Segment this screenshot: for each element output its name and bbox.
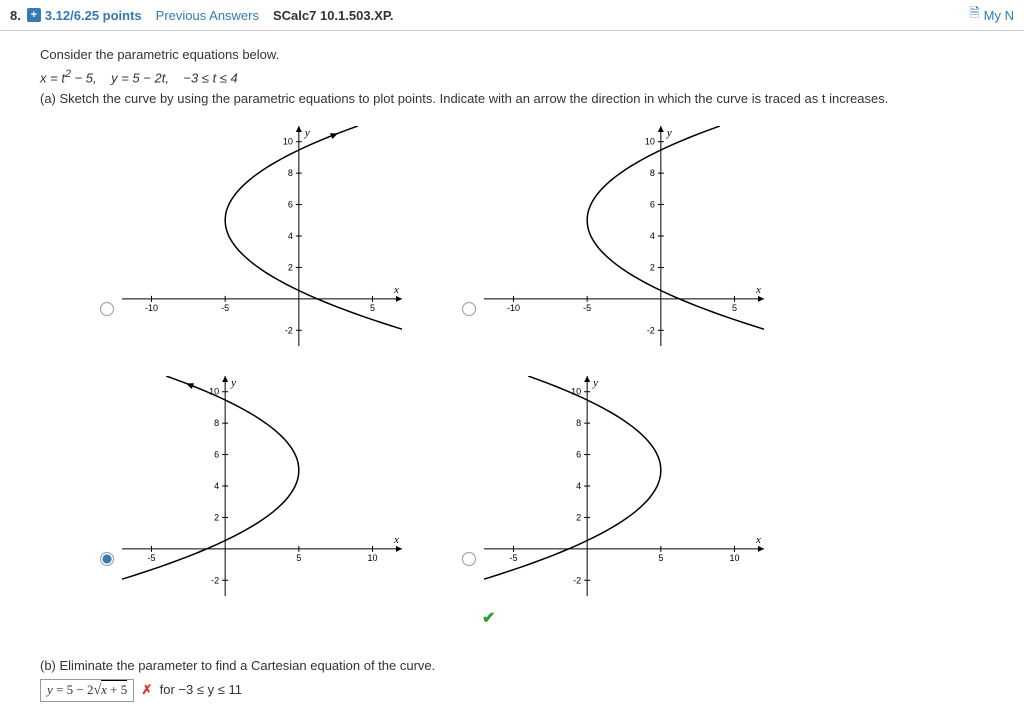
graph-option-3[interactable]: -5510-2246810xy bbox=[100, 376, 402, 628]
svg-text:-10: -10 bbox=[507, 303, 520, 313]
svg-text:2: 2 bbox=[650, 263, 655, 273]
svg-text:5: 5 bbox=[296, 553, 301, 563]
part-b-prompt: (b) Eliminate the parameter to find a Ca… bbox=[40, 658, 984, 673]
my-notes-link[interactable]: 🗎 My N bbox=[969, 4, 1014, 26]
svg-text:x: x bbox=[755, 534, 761, 546]
svg-text:5: 5 bbox=[732, 303, 737, 313]
prompt-text: Consider the parametric equations below. bbox=[40, 47, 984, 62]
svg-text:10: 10 bbox=[730, 553, 740, 563]
equation-text: x = t2 − 5, y = 5 − 2t, −3 ≤ t ≤ 4 bbox=[40, 68, 984, 85]
svg-text:-2: -2 bbox=[211, 576, 219, 586]
svg-text:-5: -5 bbox=[221, 303, 229, 313]
svg-text:6: 6 bbox=[576, 450, 581, 460]
svg-text:-2: -2 bbox=[285, 326, 293, 336]
svg-text:10: 10 bbox=[368, 553, 378, 563]
radio-button[interactable] bbox=[100, 552, 114, 566]
svg-text:8: 8 bbox=[288, 168, 293, 178]
svg-text:4: 4 bbox=[214, 481, 219, 491]
svg-text:5: 5 bbox=[370, 303, 375, 313]
question-content: Consider the parametric equations below.… bbox=[0, 31, 1024, 712]
radio-button[interactable] bbox=[462, 552, 476, 566]
svg-text:-5: -5 bbox=[583, 303, 591, 313]
svg-text:10: 10 bbox=[283, 137, 293, 147]
svg-text:2: 2 bbox=[576, 513, 581, 523]
radio-button[interactable] bbox=[462, 302, 476, 316]
points-display[interactable]: 3.12/6.25 points bbox=[45, 8, 142, 23]
plus-icon[interactable]: + bbox=[27, 8, 41, 22]
graph-option-2[interactable]: -10 -5 5 -2 2 4 6 8 10 x y bbox=[462, 126, 764, 346]
svg-text:y: y bbox=[666, 127, 672, 139]
svg-text:y: y bbox=[304, 127, 310, 139]
svg-text:-2: -2 bbox=[647, 326, 655, 336]
part-a-text: (a) Sketch the curve by using the parame… bbox=[40, 91, 984, 106]
svg-text:8: 8 bbox=[214, 418, 219, 428]
svg-text:x: x bbox=[755, 284, 761, 296]
svg-text:-5: -5 bbox=[509, 553, 517, 563]
range-text: for −3 ≤ y ≤ 11 bbox=[160, 682, 242, 697]
svg-text:-5: -5 bbox=[147, 553, 155, 563]
svg-text:-10: -10 bbox=[145, 303, 158, 313]
graph-option-1[interactable]: -10 -5 5 -2 2 4 6 8 10 x y bbox=[100, 126, 402, 346]
svg-text:8: 8 bbox=[650, 168, 655, 178]
svg-text:10: 10 bbox=[645, 137, 655, 147]
svg-text:2: 2 bbox=[214, 513, 219, 523]
graph-options: -10 -5 5 -2 2 4 6 8 10 x y -10 -5 5 -2 2 4 6 8 10 x y -5 5 10 -2 2… bbox=[40, 126, 984, 628]
answer-input[interactable]: y = 5 − 2√x + 5 bbox=[40, 679, 134, 702]
svg-text:8: 8 bbox=[576, 418, 581, 428]
part-b: (b) Eliminate the parameter to find a Ca… bbox=[40, 658, 984, 702]
radio-button[interactable] bbox=[100, 302, 114, 316]
textbook-ref: SCalc7 10.1.503.XP. bbox=[273, 8, 393, 23]
svg-text:6: 6 bbox=[214, 450, 219, 460]
previous-answers-link[interactable]: Previous Answers bbox=[156, 8, 259, 23]
question-header: 8. + 3.12/6.25 points Previous Answers S… bbox=[0, 0, 1024, 31]
question-number: 8. bbox=[10, 8, 21, 23]
graph-option-4[interactable]: -5510-2246810xy✔ bbox=[462, 376, 764, 628]
svg-text:4: 4 bbox=[576, 481, 581, 491]
notes-icon: 🗎 bbox=[969, 4, 979, 26]
svg-text:x: x bbox=[393, 534, 399, 546]
svg-text:6: 6 bbox=[288, 200, 293, 210]
svg-text:y: y bbox=[592, 377, 598, 389]
checkmark-icon: ✔ bbox=[482, 608, 495, 628]
svg-text:5: 5 bbox=[658, 553, 663, 563]
svg-text:4: 4 bbox=[650, 231, 655, 241]
x-icon: ✗ bbox=[142, 682, 153, 697]
svg-text:2: 2 bbox=[288, 263, 293, 273]
svg-text:x: x bbox=[393, 284, 399, 296]
svg-text:y: y bbox=[230, 377, 236, 389]
svg-text:-2: -2 bbox=[573, 576, 581, 586]
svg-text:6: 6 bbox=[650, 200, 655, 210]
svg-text:4: 4 bbox=[288, 231, 293, 241]
